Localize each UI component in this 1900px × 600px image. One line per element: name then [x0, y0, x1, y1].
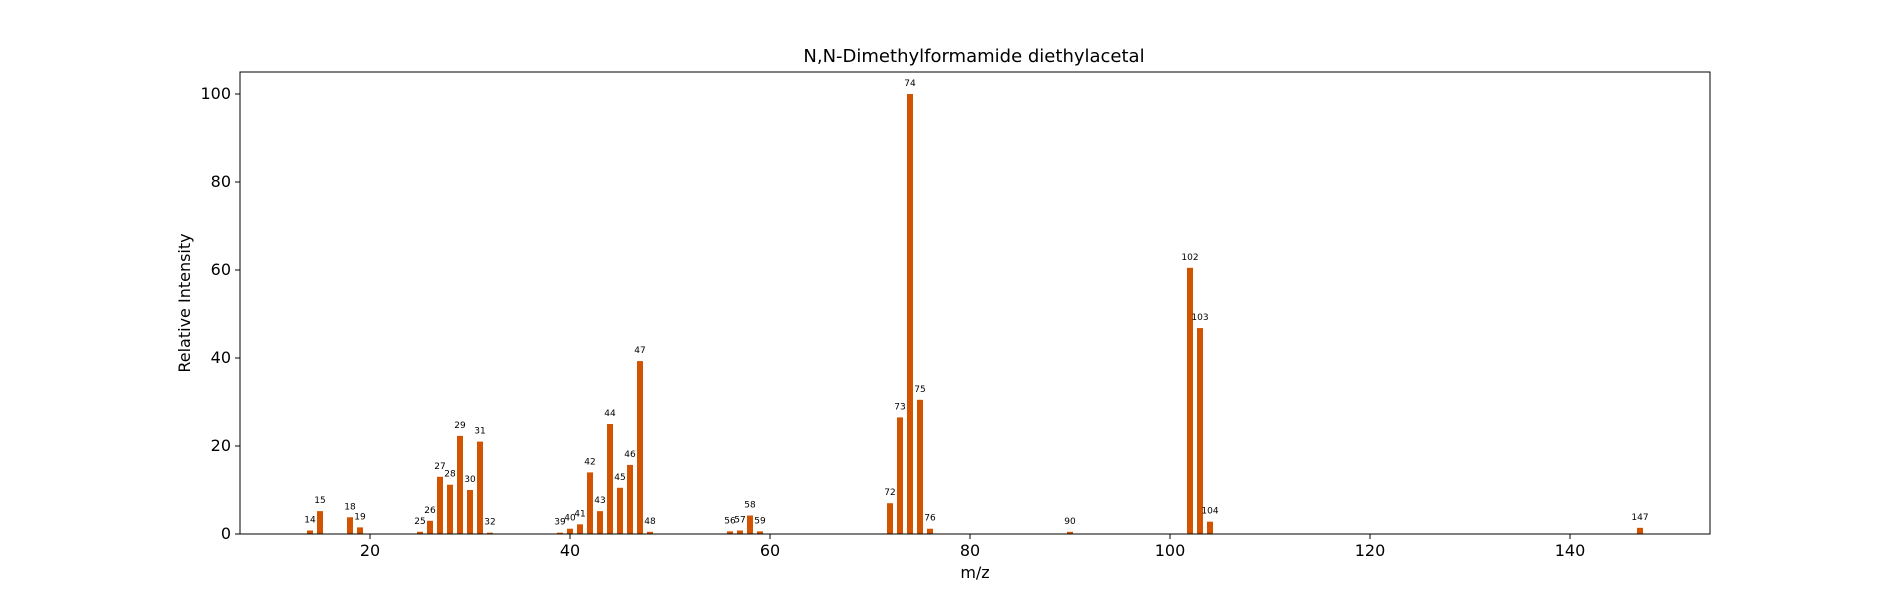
- peak-label: 42: [584, 457, 595, 467]
- peak-bar: [647, 531, 653, 534]
- peak-label: 18: [344, 502, 356, 512]
- y-axis: 0 20 40 60 80 100: [200, 84, 240, 543]
- peak-bar: [357, 527, 363, 534]
- peak-bar: [587, 472, 593, 534]
- peak-label: 47: [634, 346, 645, 356]
- peak-label: 58: [744, 501, 756, 511]
- peak-bar: [887, 503, 893, 534]
- x-tick-label: 100: [1155, 541, 1186, 560]
- peak-label: 74: [904, 79, 916, 89]
- peak-bar: [317, 511, 323, 534]
- peak-label: 76: [924, 514, 936, 524]
- x-tick-label: 40: [560, 541, 580, 560]
- peak-bar: [447, 484, 453, 534]
- peak-label: 32: [484, 518, 495, 528]
- y-tick-label: 60: [211, 260, 231, 279]
- peak-bar: [747, 515, 753, 534]
- peak-label: 28: [444, 470, 456, 480]
- peak-bar: [417, 531, 423, 534]
- peak-bar: [1637, 527, 1643, 534]
- peak-bar: [557, 532, 563, 534]
- peak-label: 43: [594, 496, 605, 506]
- peak-label: 103: [1191, 313, 1208, 323]
- peak-bar: [487, 532, 493, 534]
- x-tick-label: 60: [760, 541, 780, 560]
- peak-bar: [567, 528, 573, 534]
- x-axis: 20 40 60 80 100 120 140: [360, 534, 1585, 560]
- peak-label: 44: [604, 409, 616, 419]
- peak-bars: [307, 94, 1643, 534]
- peak-label: 30: [464, 475, 476, 485]
- peak-bar: [627, 464, 633, 534]
- peak-bar: [907, 94, 913, 534]
- peak-label: 39: [554, 518, 566, 528]
- peak-label: 29: [454, 421, 466, 431]
- x-tick-label: 20: [360, 541, 380, 560]
- peak-bar: [347, 517, 353, 534]
- peak-bar: [607, 424, 613, 534]
- peak-bar: [637, 361, 643, 534]
- peak-label: 26: [424, 506, 436, 516]
- peak-label: 56: [724, 516, 736, 526]
- peak-label: 57: [734, 515, 745, 525]
- peak-label: 147: [1631, 513, 1648, 523]
- peak-label: 59: [754, 516, 766, 526]
- peak-bar: [477, 441, 483, 534]
- peak-label: 48: [644, 517, 656, 527]
- y-tick-label: 100: [200, 84, 231, 103]
- peak-label: 102: [1181, 253, 1198, 263]
- peak-label: 15: [314, 496, 325, 506]
- peak-bar: [1197, 328, 1203, 534]
- peak-bar: [1187, 267, 1193, 534]
- x-tick-label: 120: [1355, 541, 1386, 560]
- peak-bar: [577, 524, 583, 534]
- y-tick-label: 40: [211, 348, 231, 367]
- peak-bar: [437, 476, 443, 534]
- y-tick-label: 80: [211, 172, 231, 191]
- peak-label: 104: [1201, 507, 1218, 517]
- peak-bar: [927, 528, 933, 534]
- peak-label: 75: [914, 385, 925, 395]
- x-tick-label: 140: [1555, 541, 1586, 560]
- peak-bar: [917, 399, 923, 534]
- peak-bar: [457, 435, 463, 534]
- peak-label: 90: [1064, 517, 1076, 527]
- peak-bar: [307, 530, 313, 534]
- peak-label: 45: [614, 473, 625, 483]
- peak-bar: [597, 511, 603, 534]
- peak-bar: [1067, 531, 1073, 534]
- peak-label: 40: [564, 514, 576, 524]
- peak-label: 14: [304, 515, 316, 525]
- peak-label: 25: [414, 517, 425, 527]
- peak-label: 41: [574, 509, 585, 519]
- peak-bar: [757, 531, 763, 534]
- peak-bar: [1207, 521, 1213, 534]
- peak-bar: [467, 490, 473, 534]
- x-axis-label: m/z: [960, 563, 989, 582]
- peak-bar: [727, 531, 733, 534]
- y-tick-label: 0: [221, 524, 231, 543]
- peak-label: 31: [474, 427, 485, 437]
- plot-frame: [239, 71, 1711, 535]
- peak-bar: [427, 520, 433, 534]
- peak-label: 46: [624, 450, 636, 460]
- x-tick-label: 80: [960, 541, 980, 560]
- peak-label: 72: [884, 488, 895, 498]
- y-tick-label: 20: [211, 436, 231, 455]
- peak-label: 27: [434, 462, 445, 472]
- peak-bar: [617, 487, 623, 534]
- peak-label: 73: [894, 402, 905, 412]
- peak-bar: [897, 417, 903, 534]
- chart-title: N,N-Dimethylformamide diethylacetal: [803, 46, 1144, 67]
- peak-bar: [737, 530, 743, 534]
- y-axis-label: Relative Intensity: [175, 233, 194, 372]
- peak-label: 19: [354, 512, 366, 522]
